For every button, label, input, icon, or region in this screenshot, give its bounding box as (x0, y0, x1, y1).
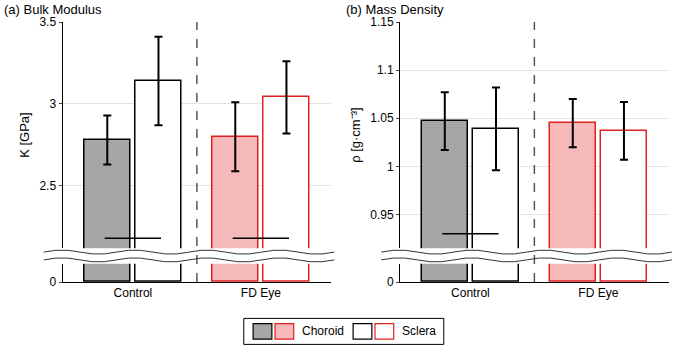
svg-text:FD Eye: FD Eye (578, 286, 618, 300)
svg-text:Sclera: Sclera (402, 324, 436, 338)
svg-text:Choroid: Choroid (302, 324, 344, 338)
svg-text:3: 3 (49, 97, 56, 111)
svg-text:1: 1 (387, 160, 394, 174)
svg-text:1.15: 1.15 (370, 15, 394, 29)
svg-text:0: 0 (387, 275, 394, 289)
svg-text:0.95: 0.95 (370, 208, 394, 222)
svg-text:(b) Mass Density: (b) Mass Density (346, 2, 444, 17)
svg-text:2.5: 2.5 (39, 179, 56, 193)
svg-text:ρ [g·cm⁻³]: ρ [g·cm⁻³] (348, 107, 363, 162)
svg-text:K [GPa]: K [GPa] (17, 112, 32, 158)
svg-text:3.5: 3.5 (39, 15, 56, 29)
svg-text:Control: Control (114, 286, 153, 300)
svg-text:1.1: 1.1 (377, 63, 394, 77)
svg-text:Control: Control (451, 286, 490, 300)
svg-text:(a) Bulk Modulus: (a) Bulk Modulus (4, 2, 102, 17)
svg-text:1.05: 1.05 (370, 111, 394, 125)
svg-text:0: 0 (49, 275, 56, 289)
svg-text:FD Eye: FD Eye (241, 286, 281, 300)
